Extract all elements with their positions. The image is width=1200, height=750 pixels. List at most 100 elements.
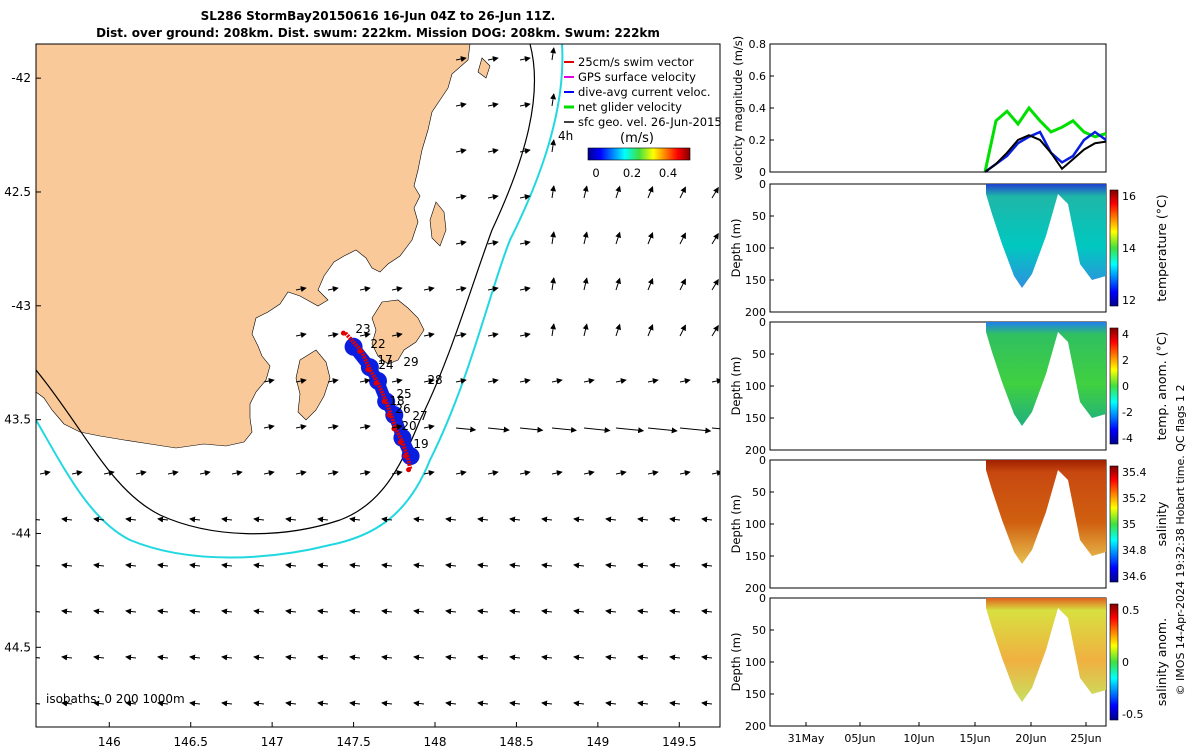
track-swim-point <box>402 453 408 459</box>
surface-velocity-vectors <box>36 47 720 707</box>
velocity-vector <box>455 194 467 200</box>
velocity-vector <box>647 323 654 337</box>
velocity-vector <box>263 424 275 430</box>
velocity-vector <box>327 286 339 292</box>
track-swim-point <box>406 467 412 473</box>
velocity-vector <box>221 608 233 615</box>
velocity-vector <box>295 424 307 430</box>
velocity-vector <box>61 654 73 661</box>
velocity-vector <box>551 470 563 476</box>
velocity-vector <box>253 608 265 615</box>
velocity-vector <box>550 139 557 153</box>
velocity-vector <box>445 654 457 661</box>
velocity-ylabel: velocity magnitude (m/s) <box>731 36 745 181</box>
legend-label-geo: sfc geo. vel. 26-Jun-2015 <box>578 115 722 129</box>
velocity-vector <box>669 516 681 523</box>
velocity-vector <box>679 186 686 199</box>
velocity-vector <box>550 231 557 245</box>
velocity-vector <box>413 516 425 523</box>
depth-ylabel: Depth (m) <box>729 633 743 692</box>
velocity-series-line <box>983 105 1107 173</box>
velocity-vector <box>189 562 201 569</box>
velocity-vector <box>477 562 489 569</box>
velocity-series-line <box>984 134 1107 173</box>
velocity-vector <box>605 700 617 707</box>
map-ytick-label: -42 <box>11 71 31 85</box>
depth-tick-label: 150 <box>745 688 766 701</box>
day-label: 17 <box>377 353 392 367</box>
depth-ylabel: Depth (m) <box>729 219 743 278</box>
velocity-vector <box>615 378 627 384</box>
velocity-vector <box>189 654 201 661</box>
velocity-vector <box>669 700 681 707</box>
velocity-vector <box>455 426 477 433</box>
velocity-vector <box>711 232 719 245</box>
velocity-vector <box>637 654 649 661</box>
velocity-vector <box>701 562 713 569</box>
velocity-vector <box>647 470 659 476</box>
velocity-vector <box>423 470 435 476</box>
velocity-vector <box>157 562 169 569</box>
velocity-vector <box>637 608 649 615</box>
depth-tick-label: 150 <box>745 550 766 563</box>
velocity-vector <box>637 516 649 523</box>
profile-axes <box>769 459 1107 589</box>
velocity-vector <box>263 378 275 384</box>
velocity-vector <box>445 562 457 569</box>
velocity-vector <box>573 608 585 615</box>
depth-tick-label: 50 <box>752 210 766 223</box>
velocity-vector <box>679 232 686 245</box>
isobath-1000m <box>36 44 564 559</box>
velocity-vector <box>605 516 617 523</box>
colorbar-tick-label: 34.8 <box>1122 544 1147 557</box>
velocity-vector <box>231 470 243 476</box>
velocity-vector <box>61 562 73 569</box>
velocity-vector <box>487 240 499 246</box>
day-label: 29 <box>403 355 418 369</box>
colorbar-tick-1: 0.2 <box>623 166 641 180</box>
map-xtick-label: 149 <box>586 735 609 749</box>
velocity-vector <box>93 562 105 569</box>
velocity-vector <box>541 654 553 661</box>
velocity-vector <box>221 700 233 707</box>
track-swim-point <box>397 439 403 445</box>
velocity-vector <box>647 231 654 245</box>
profile-axes <box>769 321 1107 451</box>
velocity-vector <box>509 654 521 661</box>
velocity-vector <box>551 426 577 433</box>
velocity-vector <box>701 700 713 707</box>
velocity-vector <box>711 470 720 476</box>
day-label: 26 <box>395 402 410 416</box>
velocity-vector <box>637 562 649 569</box>
colorbar-tick-label: 35.4 <box>1122 466 1147 479</box>
depth-tick-label: 0 <box>759 178 766 191</box>
velocity-vector <box>157 654 169 661</box>
map-xtick-label: 148.5 <box>499 735 533 749</box>
colorbar-tick-label: -4 <box>1122 432 1133 445</box>
velocity-vector <box>349 700 361 707</box>
velocity-vector <box>36 703 41 705</box>
velocity-vector <box>285 562 297 569</box>
date-tick-label: 15Jun <box>959 732 990 745</box>
isobaths-label: isobaths: 0 200 1000m <box>46 692 185 706</box>
colorbar-label: salinity <box>1154 501 1169 546</box>
depth-tick-label: 200 <box>745 720 766 733</box>
glider-track <box>340 330 420 473</box>
velocity-vector <box>550 323 557 337</box>
velocity-vector <box>295 332 307 338</box>
velocity-panel: 0 0.2 0.4 0.6 0.8 velocity magnitude (m/s) <box>731 36 1107 181</box>
day-label: 27 <box>412 409 427 423</box>
velocity-vector <box>550 277 557 291</box>
depth-tick-label: 0 <box>759 316 766 329</box>
velocity-vector <box>615 231 621 245</box>
profile-axes <box>769 597 1107 727</box>
velocity-vector <box>487 332 499 338</box>
velocity-vector <box>61 700 73 707</box>
colorbar-label: temp. anom. (°C) <box>1154 332 1169 441</box>
velocity-series-line <box>984 130 1107 174</box>
velocity-vector <box>253 700 265 707</box>
colorbar-label: temperature (°C) <box>1154 194 1169 301</box>
velocity-vector <box>445 608 457 615</box>
velocity-vector <box>679 278 686 291</box>
